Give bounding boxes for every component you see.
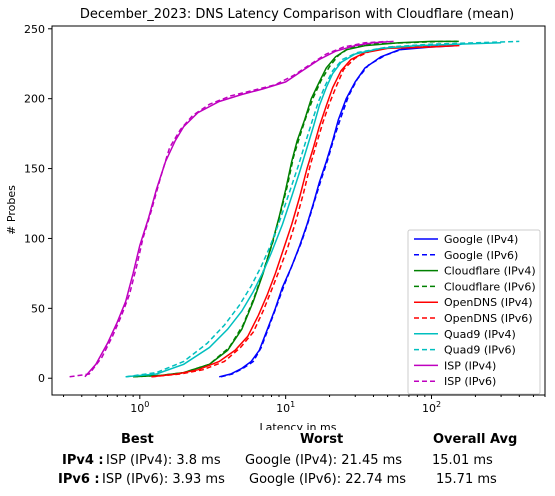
legend-label: Quad9 (IPv4) bbox=[444, 328, 516, 341]
legend-box bbox=[407, 229, 541, 395]
x-tick-label: 100 bbox=[130, 400, 149, 415]
series-google-ipv4 bbox=[219, 44, 458, 378]
y-tick-label: 0 bbox=[38, 372, 45, 385]
x-tick-label: 102 bbox=[422, 400, 441, 415]
series-cloudflare-ipv6 bbox=[133, 40, 462, 378]
summary-header-best: Best bbox=[121, 432, 154, 447]
series-google-ipv6 bbox=[220, 43, 462, 378]
legend-label: Quad9 (IPv6) bbox=[444, 344, 516, 357]
y-axis-label: # Probes bbox=[5, 185, 18, 235]
summary-row-ipv6-best: ISP (IPv6): 3.93 ms bbox=[102, 472, 225, 487]
series-cloudflare-ipv4 bbox=[133, 40, 458, 378]
series-quad9-ipv4 bbox=[125, 42, 502, 378]
chart-legend: Google (IPv4) Google (IPv6) Cloudflare (IP… bbox=[407, 229, 541, 395]
legend-label: ISP (IPv4) bbox=[444, 359, 496, 372]
summary-row-ipv4-overall: 15.01 ms bbox=[432, 453, 493, 468]
legend-label: Google (IPv6) bbox=[444, 249, 518, 262]
x-axis-label: Latency in ms bbox=[260, 421, 337, 430]
summary-header-overall: Overall Avg bbox=[433, 432, 518, 447]
y-axis-ticks: 0 50 100 150 200 250 bbox=[24, 23, 52, 385]
legend-label: Google (IPv4) bbox=[444, 233, 518, 246]
legend-label: Cloudflare (IPv6) bbox=[444, 280, 536, 293]
summary-row-ipv4-best: ISP (IPv4): 3.8 ms bbox=[106, 453, 221, 468]
x-tick-label: 101 bbox=[276, 400, 295, 415]
plot-area bbox=[51, 25, 546, 396]
series-isp-ipv4 bbox=[84, 40, 394, 378]
y-tick-label: 50 bbox=[31, 302, 45, 315]
chart-title: December_2023: DNS Latency Comparison wi… bbox=[80, 7, 514, 22]
series-quad9-ipv6 bbox=[125, 40, 520, 378]
summary-row-ipv6-overall: 15.71 ms bbox=[436, 472, 497, 487]
dns-latency-chart: December_2023: DNS Latency Comparison wi… bbox=[5, 7, 546, 430]
summary-header-worst: Worst bbox=[300, 432, 344, 447]
summary-row-ipv4-label: IPv4 : bbox=[62, 453, 104, 468]
legend-label: Cloudflare (IPv4) bbox=[444, 265, 536, 278]
summary-row-ipv4-worst: Google (IPv4): 21.45 ms bbox=[245, 453, 403, 468]
x-axis-ticks: 100 101 102 bbox=[63, 395, 546, 415]
series-opendns-ipv6 bbox=[151, 44, 462, 378]
y-tick-label: 100 bbox=[24, 232, 45, 245]
summary-row-ipv6-label: IPv6 : bbox=[58, 472, 100, 487]
series-isp-ipv6 bbox=[69, 40, 388, 378]
y-tick-label: 150 bbox=[24, 163, 45, 176]
y-tick-label: 200 bbox=[24, 93, 45, 106]
legend-label: OpenDNS (IPv6) bbox=[444, 312, 533, 325]
legend-label: OpenDNS (IPv4) bbox=[444, 296, 533, 309]
legend-label: ISP (IPv6) bbox=[444, 375, 496, 388]
y-tick-label: 250 bbox=[24, 23, 45, 36]
summary-row-ipv6-worst: Google (IPv6): 22.74 ms bbox=[249, 472, 407, 487]
series-layer bbox=[69, 40, 520, 378]
